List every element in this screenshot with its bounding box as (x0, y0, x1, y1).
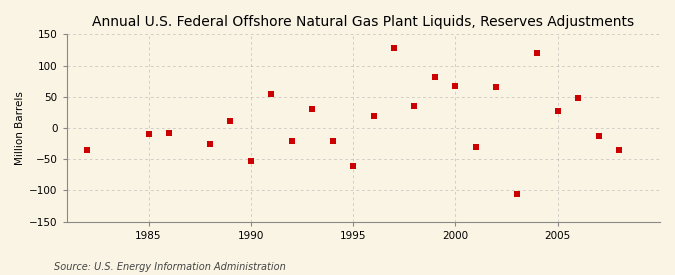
Point (532, 51, 543, 55)
Point (143, 132, 154, 136)
Point (470, 145, 481, 149)
Point (327, 138, 338, 143)
Point (225, 118, 236, 123)
Point (450, 83, 461, 88)
Point (163, 131, 174, 135)
Point (389, 46, 400, 50)
Point (429, 75, 440, 79)
Y-axis label: Million Barrels: Million Barrels (15, 91, 25, 165)
Point (368, 113, 379, 118)
Point (266, 92, 277, 96)
Point (246, 158, 256, 163)
Point (491, 85, 502, 90)
Point (205, 141, 215, 146)
Title: Annual U.S. Federal Offshore Natural Gas Plant Liquids, Reserves Adjustments: Annual U.S. Federal Offshore Natural Gas… (92, 15, 634, 29)
Point (307, 107, 318, 111)
Point (614, 148, 624, 152)
Point (82, 148, 92, 152)
Point (409, 104, 420, 108)
Point (593, 133, 604, 138)
Text: Source: U.S. Energy Information Administration: Source: U.S. Energy Information Administ… (54, 262, 286, 272)
Point (573, 96, 584, 100)
Point (512, 191, 522, 196)
Point (348, 163, 358, 168)
Point (552, 108, 563, 113)
Point (286, 138, 297, 143)
